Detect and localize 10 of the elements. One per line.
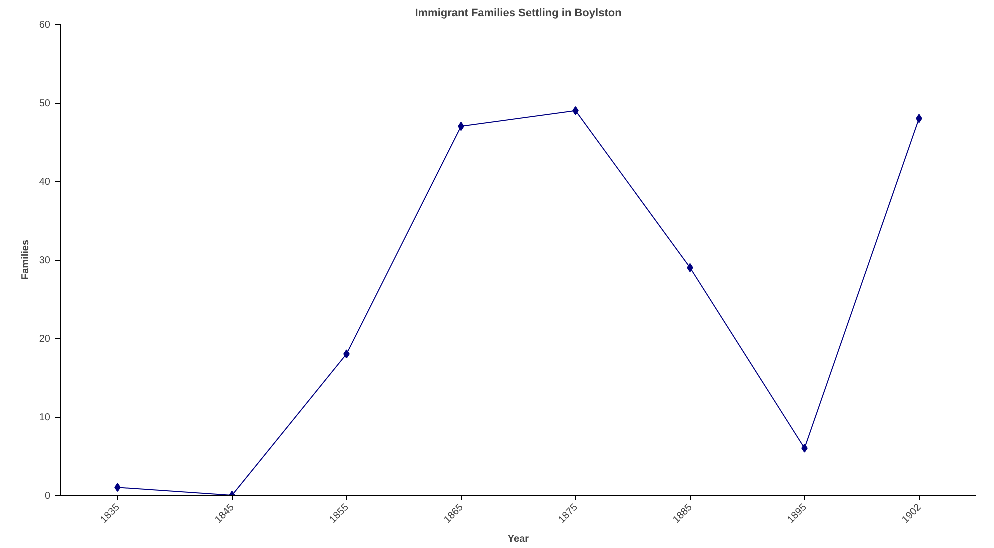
y-tick-label: 30 [39, 256, 51, 266]
y-tick-label: 60 [39, 20, 51, 31]
y-tick-label: 40 [39, 177, 51, 188]
y-tick-label: 20 [39, 334, 51, 345]
y-axis-title: Families [20, 240, 32, 280]
y-tick-label: 50 [39, 98, 51, 110]
chart-title: Immigrant Families Settling in Boylston [415, 8, 622, 20]
y-tick-label: 0 [44, 491, 51, 502]
y-tick-label: 10 [39, 412, 51, 424]
x-axis-title: Year [508, 534, 530, 546]
